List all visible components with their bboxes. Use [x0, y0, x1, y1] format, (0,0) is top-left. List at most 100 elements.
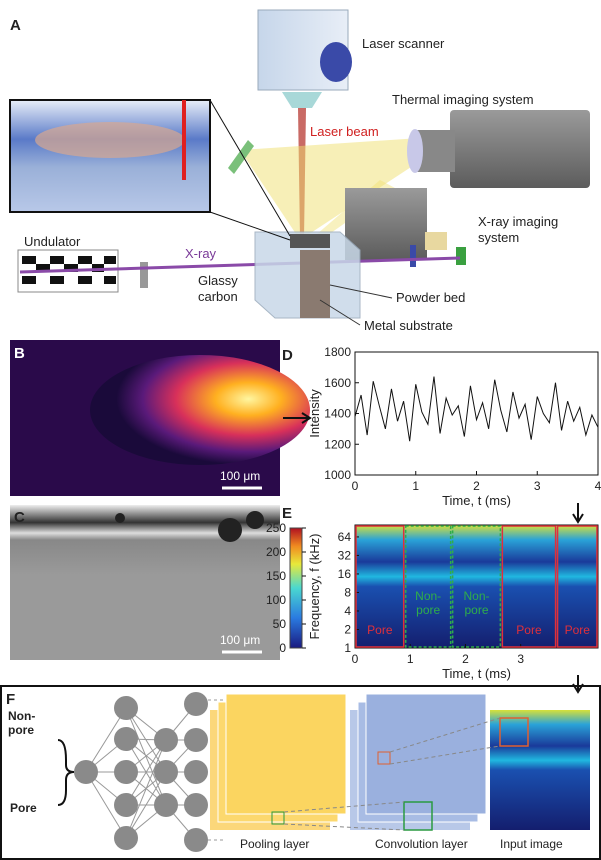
conv-map: [366, 694, 486, 814]
label-line: pore: [8, 723, 34, 737]
y-tick-label: 1: [344, 641, 351, 655]
segment-label-line: pore: [416, 603, 440, 617]
x-tick-label: 3: [517, 652, 524, 666]
x-tick-label: 2: [473, 479, 480, 493]
y-tick-label: 32: [338, 548, 352, 562]
x-tick-label: 2: [462, 652, 469, 666]
colorbar-tick-label: 50: [273, 617, 287, 631]
scanner-lens: [320, 42, 352, 82]
panel-letter: E: [282, 505, 292, 522]
label-line: Non-: [8, 709, 35, 723]
label: Thermal imaging system: [392, 92, 534, 107]
powder: [290, 234, 330, 248]
label: Powder bed: [396, 290, 465, 305]
panel-a: A Laser scanner Laser beam Thermal imagi…: [10, 10, 590, 333]
inset-laser: [182, 100, 186, 180]
y-tick-label: 16: [338, 567, 352, 581]
y-tick-label: 1000: [324, 468, 351, 482]
segment-label-line: Pore: [367, 623, 393, 637]
panel-letter: A: [10, 17, 21, 34]
panel-letter: B: [14, 345, 25, 362]
inset-melt: [35, 122, 185, 158]
arrow: [573, 503, 583, 522]
thermal-camera: [450, 110, 590, 188]
y-tick-label: 1200: [324, 437, 351, 451]
pore: [218, 518, 242, 542]
y-tick-label: 1400: [324, 407, 351, 421]
xray-image: [10, 505, 280, 575]
substrate: [300, 250, 330, 318]
label-line: Glassy: [198, 273, 238, 288]
segment-label: Non-pore: [415, 589, 441, 617]
filter: [410, 245, 416, 267]
x-axis-label: Time, t (ms): [442, 666, 511, 681]
scale-label: 100 μm: [220, 633, 260, 647]
output-label: Pore: [10, 801, 37, 815]
colorbar-tick-label: 100: [266, 593, 286, 607]
label-line: system: [478, 230, 519, 245]
segment-label-line: pore: [464, 603, 488, 617]
figure: A Laser scanner Laser beam Thermal imagi…: [0, 0, 601, 860]
x-tick-label: 4: [595, 479, 601, 493]
layer-label: Input image: [500, 837, 563, 851]
panel-letter: F: [6, 691, 15, 708]
y-axis-label: Frequency, f (kHz): [307, 534, 322, 640]
label-line: carbon: [198, 289, 238, 304]
segment-label: Pore: [516, 623, 542, 637]
scintillator: [425, 232, 447, 250]
y-tick-label: 4: [344, 604, 351, 618]
net-edges: [86, 704, 196, 840]
label: Metal substrate: [364, 318, 453, 333]
pooling-map: [226, 694, 346, 814]
plot-frame: [355, 352, 598, 475]
label: Laser beam: [310, 124, 379, 139]
colorbar-tick-label: 200: [266, 545, 286, 559]
y-axis-label: Intensity: [307, 389, 322, 438]
input-image: [490, 710, 590, 830]
segment-label: Non-pore: [463, 589, 489, 617]
x-tick-label: 0: [352, 652, 359, 666]
label: Laser scanner: [362, 36, 445, 51]
detector: [456, 247, 466, 265]
segment-label-line: Non-: [463, 589, 489, 603]
pore: [246, 511, 264, 529]
x-axis-label: Time, t (ms): [442, 493, 511, 508]
page: A Laser scanner Laser beam Thermal imagi…: [0, 0, 601, 860]
y-tick-label: 1800: [324, 345, 351, 359]
output-label: Non-pore: [8, 709, 35, 737]
slit: [140, 262, 148, 288]
segment-label: Pore: [367, 623, 393, 637]
colorbar-tick-label: 150: [266, 569, 286, 583]
y-tick-label: 1600: [324, 376, 351, 390]
x-tick-label: 1: [412, 479, 419, 493]
scale-label: 100 μm: [220, 469, 260, 483]
x-tick-label: 0: [352, 479, 359, 493]
y-tick-label: 64: [338, 530, 352, 544]
colorbar: [290, 528, 302, 648]
panel-letter: D: [282, 347, 293, 364]
segment-label-line: Non-: [415, 589, 441, 603]
thermal-lens: [407, 129, 423, 173]
label: X-ray: [185, 246, 217, 261]
melt-pool-image: [90, 355, 310, 465]
layer-label: Pooling layer: [240, 837, 309, 851]
label: Undulator: [24, 234, 81, 249]
segment-label-line: Pore: [516, 623, 542, 637]
y-tick-label: 8: [344, 585, 351, 599]
label-line: X-ray imaging: [478, 214, 558, 229]
optic: [282, 92, 322, 108]
arrow: [573, 675, 583, 692]
colorbar-tick-label: 0: [279, 641, 286, 655]
data-line: [355, 377, 598, 442]
pore: [115, 513, 125, 523]
panel-letter: C: [14, 509, 25, 526]
colorbar-tick-label: 250: [266, 521, 286, 535]
segment-label-line: Pore: [565, 623, 591, 637]
y-tick-label: 2: [344, 622, 351, 636]
x-tick-label: 1: [407, 652, 414, 666]
layer-label: Convolution layer: [375, 837, 468, 851]
x-tick-label: 3: [534, 479, 541, 493]
segment-label: Pore: [565, 623, 591, 637]
